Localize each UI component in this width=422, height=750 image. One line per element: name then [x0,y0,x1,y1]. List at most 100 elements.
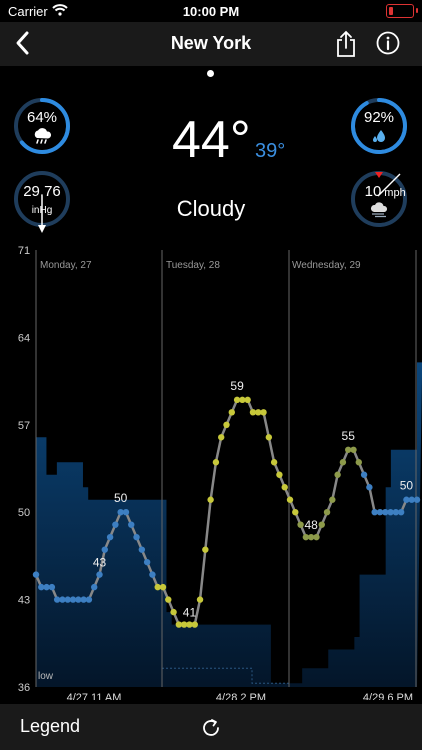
low-dashed-line [162,667,289,684]
temperature-point [286,496,294,503]
temperature-point [159,583,167,591]
temperature-point [408,496,415,503]
temperature-point [297,521,304,528]
info-icon[interactable] [376,31,400,55]
temperature-point [106,533,114,541]
bottom-toolbar: Legend [0,704,422,750]
point-value-label: 50 [114,491,128,505]
page-title: New York [170,33,252,53]
temperature-point [96,571,103,578]
wind-speed-value: 10 [364,183,382,200]
temperature-point [371,509,378,516]
temperature-point [196,596,204,603]
point-value-label: 50 [400,479,414,493]
temperature-point [233,396,241,404]
temperature-point [366,484,373,491]
temperature-point [302,533,310,541]
temperature-point [122,509,130,516]
page-indicator-dot[interactable] [207,70,214,77]
day-label: Tuesday, 28 [166,260,220,271]
temperature-point [149,571,156,578]
point-value-label: 59 [230,379,244,393]
temperature-point [175,621,183,628]
temperature-point [165,596,172,603]
temperature-point [32,571,40,578]
temperature-point [117,509,124,516]
temperature-point [318,521,325,528]
temperature-point [170,608,177,616]
temperature-point [292,509,299,516]
temperature-point [85,596,93,603]
point-value-label: 43 [93,556,107,570]
temperature-point [307,533,315,541]
wind-direction-needle-icon [377,173,401,197]
water-drops-icon [373,130,385,142]
temperature-point [218,434,225,441]
temperature-point [53,596,61,603]
feels-like-temperature: 39° [255,140,286,162]
day-label: Wednesday, 29 [292,260,361,271]
pressure-gauge[interactable]: 29.76 inHg [13,170,71,233]
rain-cloud-icon [34,128,52,144]
share-icon[interactable] [334,30,358,58]
temperature-point [186,621,193,628]
temperature-point [360,471,368,478]
wifi-icon [52,4,68,16]
point-value-label: 55 [342,429,356,443]
back-chevron-icon[interactable] [12,30,34,56]
temperature-point [143,558,151,566]
temperature-point [387,509,394,516]
pressure-arrow-icon [38,196,46,233]
refresh-icon[interactable] [200,717,222,739]
temperature-point [350,446,357,453]
wind-unit: mph [384,187,406,199]
temperature-point [180,621,188,628]
temperature-point [69,596,77,603]
current-temperature: 44° [172,111,251,169]
temperature-point [212,459,220,466]
temperature-point [80,596,87,603]
status-time: 10:00 PM [182,4,240,19]
temperature-point [64,596,71,603]
humidity-gauge[interactable]: 92% [350,97,408,155]
temperature-point [228,409,235,416]
temperature-point [133,533,140,541]
temperature-point [128,521,135,528]
temperature-point [48,583,56,591]
temperature-chart[interactable]: 71 64 57 50 43 36 Monday, 27 Tuesday, 28 Wednesd… [0,240,422,700]
time-label: 4/28 2 PM [216,692,266,700]
time-label: 4/29 6 PM [363,692,413,700]
temperature-point [244,396,251,404]
temperature-point [403,496,410,503]
temperature-point [392,509,400,516]
low-label: low [38,671,54,682]
wind-gauge[interactable]: 10 mph [350,170,408,228]
temperature-point [376,509,384,516]
temperature-point [397,509,405,516]
temperature-point [207,496,214,503]
precip-chance-gauge[interactable]: 64% [13,97,71,155]
temperature-point [313,533,320,541]
temperature-point [59,596,66,603]
temperature-point [334,471,341,478]
y-tick-label: 71 [18,245,30,257]
y-tick-label: 43 [18,595,30,607]
temperature-point [276,471,283,478]
temperature-point [191,621,198,628]
temperature-point [239,396,246,404]
temperature-point [329,496,336,503]
battery-icon [386,4,414,18]
legend-button[interactable]: Legend [20,716,81,736]
temperature-point [260,409,267,416]
temperature-point [202,546,209,553]
temperature-point [413,496,421,503]
temperature-point [323,509,331,516]
nav-bar: New York [0,22,422,66]
temperature-point [101,546,108,553]
temperature-point [38,583,45,591]
point-value-label: 48 [304,518,318,532]
temperature-point [265,434,273,441]
y-tick-label: 57 [18,420,30,432]
temperature-point [43,583,50,591]
temperature-point [112,521,119,528]
